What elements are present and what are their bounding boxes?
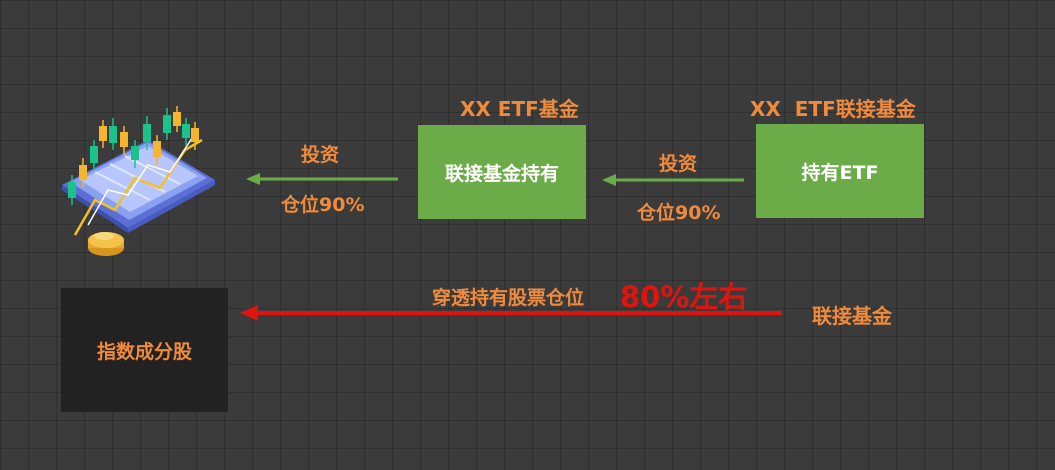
arrow-right-bottom-label: 仓位90% [637,202,721,224]
arrow-right-top-label: 投资 [659,153,698,175]
penetration-label: 穿透持有股票仓位 [432,287,585,309]
index-stocks-label: 指数成分股 [96,340,192,363]
link-fund-holding-label: 联接基金持有 [444,162,559,185]
arrow-left-bottom-label: 仓位90% [281,194,365,216]
link-fund-holding-box: 联接基金持有 [418,125,586,219]
penetration-source-label: 联接基金 [812,304,892,328]
hold-etf-box: 持有ETF [756,124,924,218]
stock-chart-tablet-icon [62,106,215,256]
arrow-red-penetration [240,305,782,321]
arrow-left-top-label: 投资 [301,144,340,166]
index-stocks-box: 指数成分股 [61,288,228,412]
arrow-left-green [246,173,398,185]
etf-link-fund-title: XX ETF联接基金 [750,97,916,121]
arrow-right-green [602,174,744,186]
penetration-value: 80%左右 [620,280,748,314]
hold-etf-label: 持有ETF [801,161,879,184]
etf-fund-title: XX ETF基金 [460,97,579,121]
